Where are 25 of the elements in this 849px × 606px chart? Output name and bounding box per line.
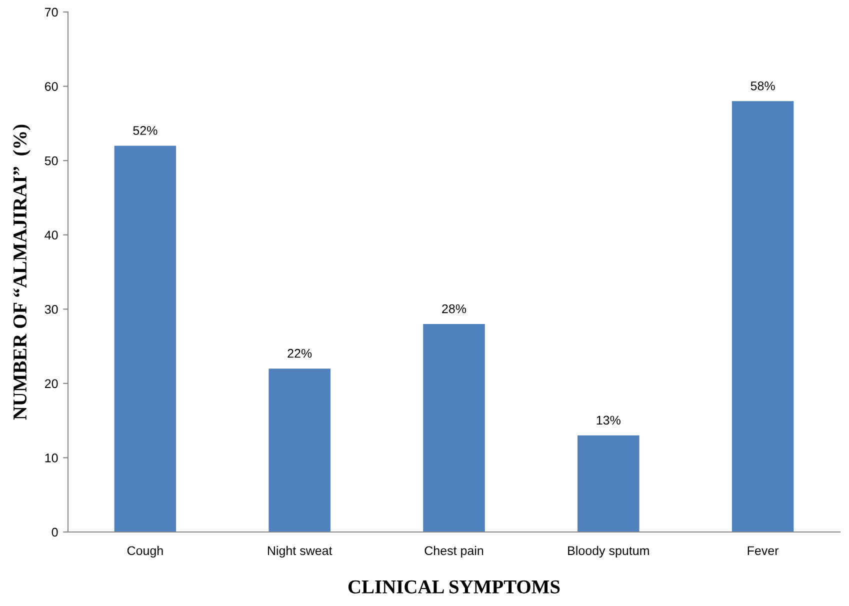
data-label: 22%: [288, 348, 312, 358]
x-tick-label: Fever: [748, 546, 779, 556]
y-tick-label: 0: [52, 528, 58, 537]
y-tick-label: 60: [45, 82, 58, 91]
bar: [423, 324, 485, 532]
y-tick-label: 20: [45, 379, 58, 388]
x-tick-label: Cough: [127, 546, 163, 558]
bar: [114, 146, 176, 532]
y-tick-label: 40: [44, 230, 58, 240]
bar: [578, 435, 640, 532]
data-label: 28%: [442, 304, 466, 314]
x-tick-label: Bloody sputum: [568, 546, 649, 558]
y-axis-title: NUMBER OF “ALMAJIRAI” (%): [12, 124, 30, 420]
y-tick-label: 70: [45, 8, 58, 17]
data-label: 58%: [750, 81, 775, 90]
y-tick-label: 50: [44, 156, 58, 166]
data-label: 13%: [596, 416, 620, 425]
y-tick-label: 10: [45, 454, 58, 462]
bar: [732, 101, 794, 532]
data-label: 52%: [133, 126, 158, 135]
x-tick-label: Night sweat: [268, 546, 332, 558]
x-tick-label: Chest pain: [424, 546, 484, 558]
x-axis-title: CLINICAL SYMPTOMS: [348, 580, 560, 594]
y-tick-label: 30: [44, 304, 58, 314]
bar: [268, 368, 330, 532]
